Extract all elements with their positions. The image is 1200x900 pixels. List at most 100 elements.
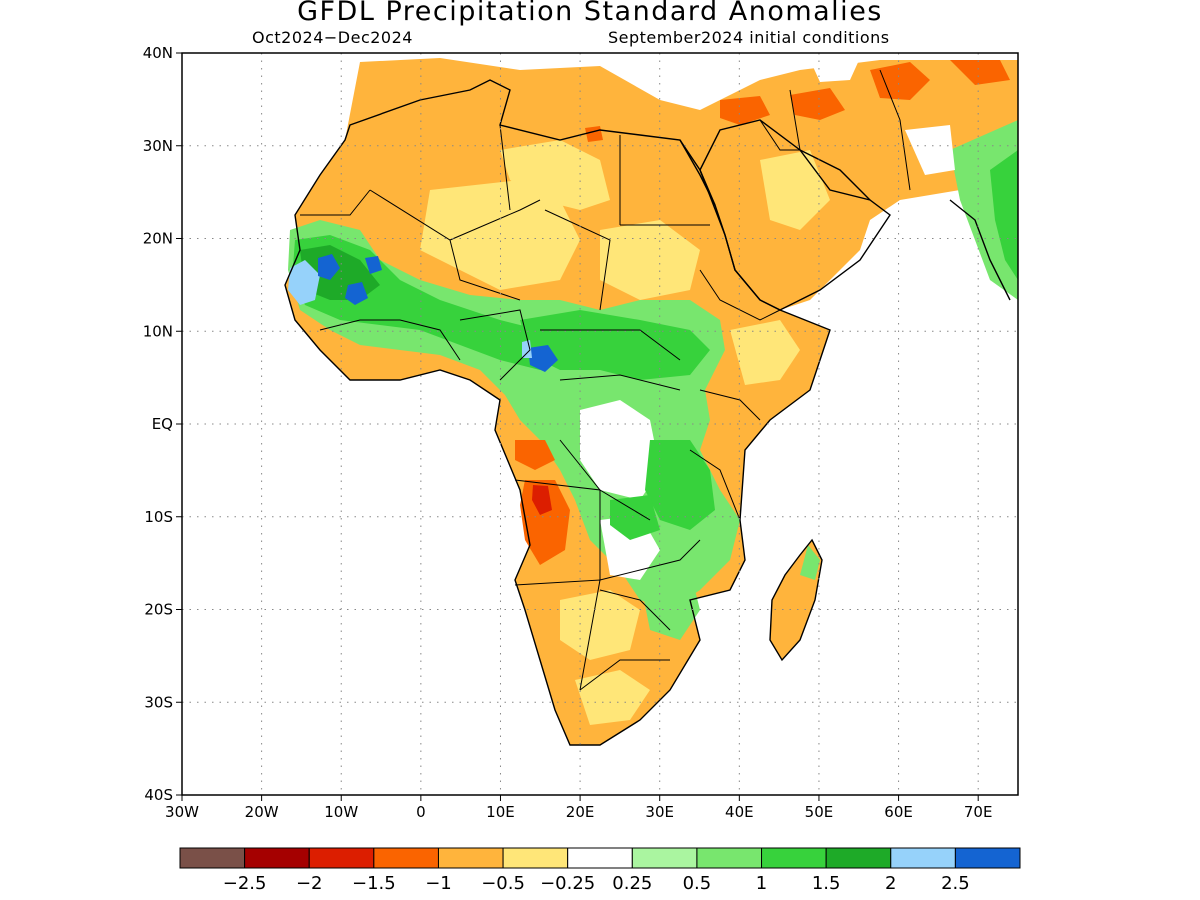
lon-tick-label: 40E xyxy=(725,803,754,821)
persian-gulf xyxy=(799,149,871,201)
map-title: GFDL Precipitation Standard Anomalies xyxy=(297,0,883,27)
east-sahel-light xyxy=(600,220,700,300)
india-coastline xyxy=(949,199,1011,301)
lon-tick-label: 30E xyxy=(645,803,674,821)
colorbar-swatch xyxy=(373,847,439,869)
mali-very-wet-3 xyxy=(365,256,382,274)
iran-dry-1 xyxy=(870,62,930,100)
border-ethiopia xyxy=(699,269,781,321)
map-plot-area xyxy=(182,53,1018,795)
lat-tick-label: 20N xyxy=(143,230,173,248)
lon-tick-label: 10W xyxy=(324,803,358,821)
colorbar-label: 0.25 xyxy=(612,873,652,894)
lat-tick-label: 40N xyxy=(143,44,173,62)
initial-conditions: September2024 initial conditions xyxy=(608,28,890,47)
colorbar-swatch xyxy=(761,847,827,869)
arabia-light xyxy=(760,150,830,230)
colorbar-swatch xyxy=(890,847,956,869)
colorbar-swatch xyxy=(308,847,375,869)
border-chad-sudan xyxy=(544,209,611,311)
angola-very-dry xyxy=(532,485,552,515)
anomaly-field xyxy=(285,58,1018,745)
border-nigeria xyxy=(459,309,531,381)
lat-tick-label: 40S xyxy=(144,786,173,804)
colorbar-swatch xyxy=(825,847,892,869)
gabon-dry xyxy=(515,440,555,470)
mozambique-wet xyxy=(640,570,700,640)
colorbar-label: −0.5 xyxy=(481,873,525,894)
border-south-africa xyxy=(579,659,670,691)
congo-neutral xyxy=(580,400,660,500)
lon-tick-label: 0 xyxy=(416,803,426,821)
colorbar-swatch xyxy=(631,847,698,869)
colorbar-swatch xyxy=(567,847,633,869)
lat-tick-label: 30S xyxy=(144,693,173,711)
iran-dry-2 xyxy=(950,60,1010,85)
border-kenya xyxy=(699,389,761,421)
colorbar-label: −2 xyxy=(296,873,323,894)
south-east-wet xyxy=(610,495,660,540)
lat-tick-label: 30N xyxy=(143,137,173,155)
india-wet-core xyxy=(990,150,1018,280)
border-sahel-north xyxy=(300,189,371,216)
lat-tick-label: 20S xyxy=(144,601,173,619)
colorbar-swatch xyxy=(244,847,310,869)
iraq-dry xyxy=(790,88,845,120)
colorbar-swatch xyxy=(502,847,569,869)
mali-very-wet-1 xyxy=(318,254,340,280)
lon-tick-label: 50E xyxy=(805,803,834,821)
colorbar-label: −2.5 xyxy=(223,873,267,894)
border-mideast-2 xyxy=(879,69,911,191)
border-botswana xyxy=(599,589,671,631)
madagascar-wet xyxy=(800,545,820,580)
cameroon-very-wet xyxy=(528,345,558,372)
colorbar-label: 1 xyxy=(756,873,767,894)
caspian-neutral xyxy=(810,58,860,82)
colorbar-swatch xyxy=(696,847,763,869)
libya-dry-spot xyxy=(585,126,603,142)
border-west-africa xyxy=(319,319,461,361)
longitude-labels: 30W 20W 10W 0 10E 20E 30E 40E 50E 60E 70E xyxy=(165,795,992,821)
coastlines xyxy=(284,79,1011,746)
mali-very-wet-2 xyxy=(345,282,368,305)
colorbar-label: 2.5 xyxy=(941,873,970,894)
lat-tick-label: EQ xyxy=(152,415,173,433)
arabian-peninsula-coastline xyxy=(699,119,891,311)
south-africa-light xyxy=(575,670,650,725)
border-drc-north xyxy=(559,374,681,391)
pakistan-neutral xyxy=(905,125,955,175)
sahara-light-shading xyxy=(420,180,580,290)
central-wet-core xyxy=(520,310,710,380)
colorbar-label: −1.5 xyxy=(352,873,396,894)
colorbar-swatch xyxy=(437,847,504,869)
madagascar-coastline xyxy=(769,538,823,662)
colorbar-label: −1 xyxy=(425,873,452,894)
border-zambia xyxy=(599,539,701,581)
forecast-period: Oct2024−Dec2024 xyxy=(252,28,413,47)
lat-tick-label: 10S xyxy=(144,508,173,526)
colorbar-swatch xyxy=(179,847,246,869)
southern-light xyxy=(560,590,640,660)
border-algeria-south xyxy=(369,189,541,241)
border-tanzania xyxy=(689,449,741,521)
lon-tick-label: 30W xyxy=(165,803,199,821)
lon-tick-label: 70E xyxy=(964,803,993,821)
colorbar-label: 2 xyxy=(885,873,896,894)
lon-tick-label: 10E xyxy=(486,803,515,821)
border-car xyxy=(540,329,681,361)
border-mideast-1 xyxy=(759,119,800,151)
africa-coastline xyxy=(284,79,831,746)
angola-dry-core xyxy=(520,480,570,565)
libya-light-shading xyxy=(500,140,610,210)
red-sea-line xyxy=(679,139,716,206)
ethiopia-light xyxy=(730,320,800,385)
lon-tick-label: 20W xyxy=(245,803,279,821)
colorbar-label: 0.5 xyxy=(683,873,712,894)
border-angola xyxy=(514,479,601,580)
lon-tick-label: 20E xyxy=(566,803,595,821)
colorbar-label: −0.25 xyxy=(540,873,595,894)
border-mideast-3 xyxy=(789,89,801,151)
border-libya-west xyxy=(499,124,511,211)
colorbar: −2.5 −2 −1.5 −1 −0.5 −0.25 0.25 0.5 1 1.5 2 2.5 xyxy=(179,847,1021,894)
